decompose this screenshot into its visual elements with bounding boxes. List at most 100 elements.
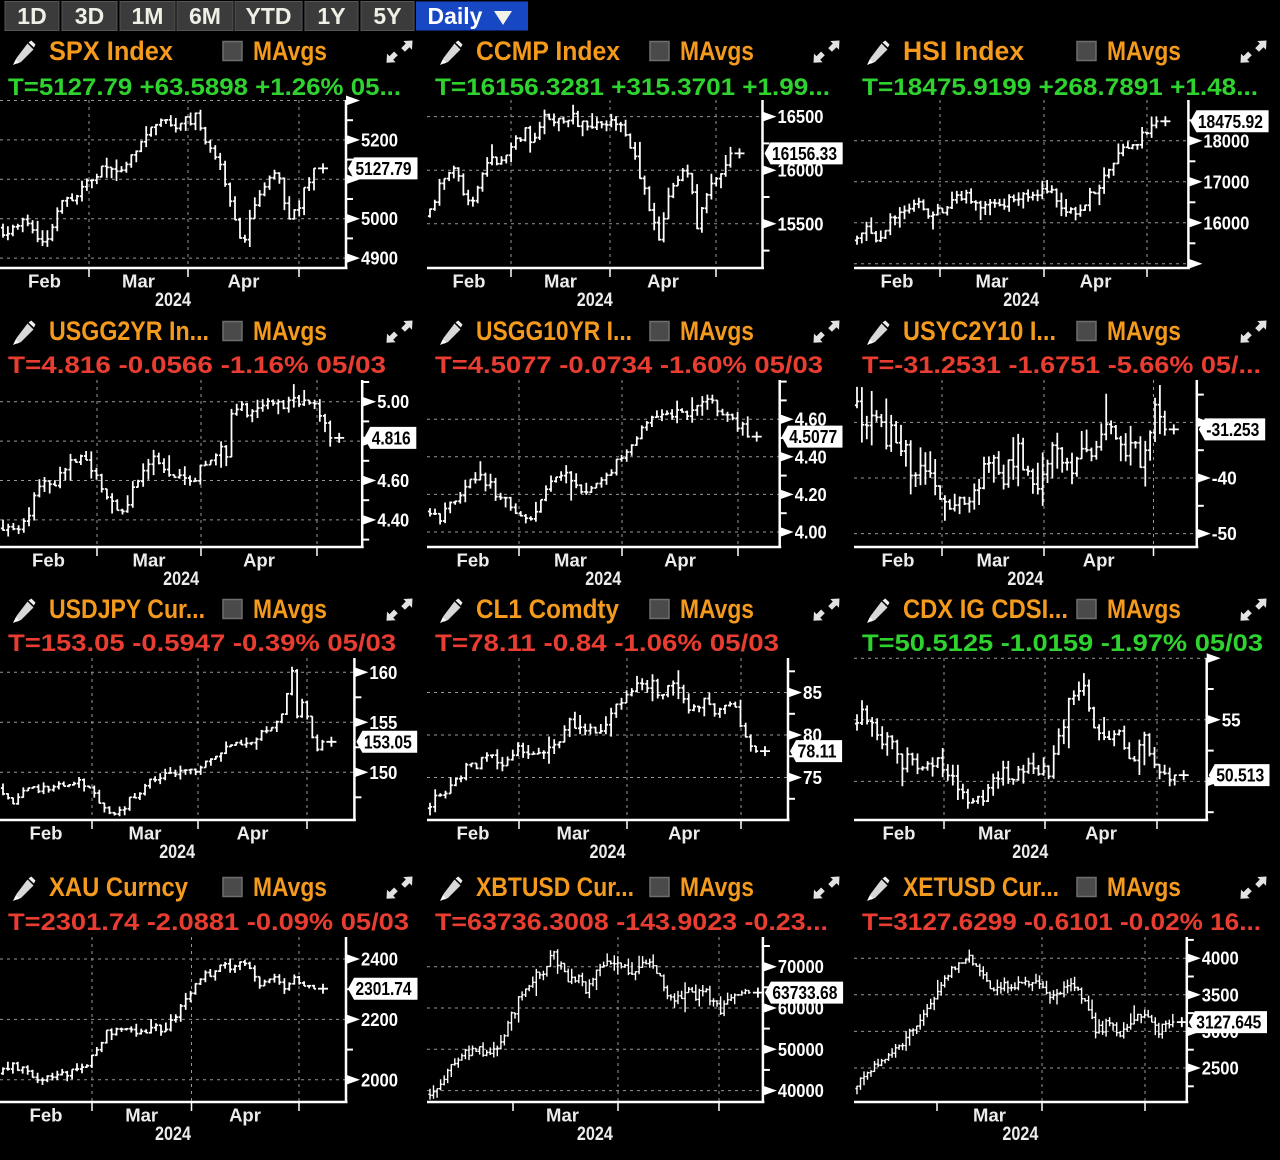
- svg-text:MAvgs: MAvgs: [1107, 594, 1181, 624]
- svg-text:Apr: Apr: [243, 550, 275, 571]
- svg-text:2024: 2024: [577, 1124, 613, 1145]
- svg-text:-50: -50: [1212, 524, 1237, 544]
- svg-text:5200: 5200: [361, 130, 398, 150]
- svg-text:2024: 2024: [1002, 1124, 1038, 1145]
- svg-text:MAvgs: MAvgs: [253, 36, 327, 66]
- svg-text:MAvgs: MAvgs: [680, 36, 754, 66]
- svg-text:15500: 15500: [778, 214, 824, 234]
- svg-text:Apr: Apr: [1085, 823, 1117, 844]
- svg-text:Mar: Mar: [557, 823, 590, 844]
- svg-text:3500: 3500: [1202, 985, 1239, 1005]
- svg-text:4.40: 4.40: [795, 447, 827, 467]
- svg-text:Apr: Apr: [668, 823, 700, 844]
- svg-text:2024: 2024: [577, 290, 613, 311]
- svg-text:Apr: Apr: [1080, 271, 1112, 292]
- svg-text:Mar: Mar: [977, 550, 1010, 571]
- svg-text:Mar: Mar: [129, 823, 162, 844]
- svg-text:18475.92: 18475.92: [1198, 112, 1263, 132]
- svg-text:40000: 40000: [778, 1081, 824, 1101]
- svg-text:Apr: Apr: [237, 823, 269, 844]
- svg-text:MAvgs: MAvgs: [253, 594, 327, 624]
- svg-text:4.5077: 4.5077: [789, 427, 837, 447]
- svg-text:Feb: Feb: [30, 823, 63, 844]
- svg-text:Feb: Feb: [30, 1105, 63, 1126]
- svg-text:Feb: Feb: [881, 271, 914, 292]
- svg-text:2301.74: 2301.74: [356, 979, 412, 999]
- svg-text:Feb: Feb: [457, 550, 490, 571]
- svg-text:XAU Curncy: XAU Curncy: [49, 872, 188, 902]
- svg-text:-40: -40: [1212, 469, 1237, 489]
- svg-text:HSI Index: HSI Index: [903, 36, 1024, 66]
- svg-text:XETUSD Cur...: XETUSD Cur...: [903, 872, 1059, 902]
- svg-text:78.11: 78.11: [798, 742, 837, 762]
- svg-text:2024: 2024: [1012, 842, 1048, 863]
- svg-text:Feb: Feb: [32, 550, 65, 571]
- svg-text:153.05: 153.05: [364, 732, 412, 752]
- svg-text:50000: 50000: [778, 1040, 824, 1060]
- svg-text:5.00: 5.00: [377, 392, 409, 412]
- svg-text:4.40: 4.40: [377, 510, 409, 530]
- svg-text:Feb: Feb: [457, 823, 490, 844]
- svg-text:85: 85: [803, 683, 822, 703]
- svg-text:MAvgs: MAvgs: [680, 316, 754, 346]
- svg-text:CCMP Index: CCMP Index: [476, 36, 620, 66]
- svg-text:T=16156.3281 +315.3701 +1.99..: T=16156.3281 +315.3701 +1.99...: [435, 74, 830, 101]
- svg-text:T=3127.6299 -0.6101 -0.02% 16.: T=3127.6299 -0.6101 -0.02% 16...: [862, 909, 1261, 936]
- svg-text:2000: 2000: [361, 1070, 398, 1090]
- svg-text:Apr: Apr: [1083, 550, 1115, 571]
- svg-text:150: 150: [369, 763, 397, 783]
- svg-text:Apr: Apr: [228, 271, 260, 292]
- svg-text:2024: 2024: [1007, 569, 1043, 590]
- svg-text:T=153.05 -0.5947 -0.39% 05/03: T=153.05 -0.5947 -0.39% 05/03: [8, 630, 396, 657]
- svg-text:T=78.11 -0.84 -1.06% 05/03: T=78.11 -0.84 -1.06% 05/03: [435, 630, 779, 657]
- svg-text:6M: 6M: [189, 3, 221, 29]
- svg-text:Feb: Feb: [882, 550, 915, 571]
- svg-text:Feb: Feb: [883, 823, 916, 844]
- svg-text:2024: 2024: [1003, 290, 1039, 311]
- svg-text:155: 155: [369, 713, 397, 733]
- svg-text:50.513: 50.513: [1216, 766, 1264, 786]
- svg-text:USYC2Y10 I...: USYC2Y10 I...: [903, 316, 1056, 346]
- svg-text:4.60: 4.60: [377, 471, 409, 491]
- svg-text:1M: 1M: [132, 3, 164, 29]
- svg-text:3D: 3D: [75, 3, 104, 29]
- svg-text:16500: 16500: [778, 107, 824, 127]
- svg-text:MAvgs: MAvgs: [680, 872, 754, 902]
- svg-text:Mar: Mar: [976, 271, 1009, 292]
- svg-text:T=63736.3008 -143.9023 -0.23..: T=63736.3008 -143.9023 -0.23...: [435, 909, 828, 936]
- svg-text:MAvgs: MAvgs: [1107, 872, 1181, 902]
- svg-text:MAvgs: MAvgs: [1107, 316, 1181, 346]
- svg-text:USGG10YR I...: USGG10YR I...: [476, 316, 632, 346]
- svg-text:USDJPY Cur...: USDJPY Cur...: [49, 594, 205, 624]
- svg-text:Apr: Apr: [664, 550, 696, 571]
- svg-text:16000: 16000: [778, 161, 824, 181]
- svg-text:Mar: Mar: [978, 823, 1011, 844]
- svg-text:17000: 17000: [1203, 172, 1249, 192]
- svg-text:YTD: YTD: [246, 3, 292, 29]
- svg-text:Mar: Mar: [973, 1105, 1006, 1126]
- svg-text:T=4.816 -0.0566 -1.16% 05/03: T=4.816 -0.0566 -1.16% 05/03: [8, 352, 386, 379]
- svg-text:5Y: 5Y: [373, 3, 401, 29]
- svg-text:2200: 2200: [361, 1010, 398, 1030]
- svg-text:1D: 1D: [17, 3, 46, 29]
- svg-text:5000: 5000: [361, 209, 398, 229]
- svg-text:16156.33: 16156.33: [772, 144, 837, 164]
- svg-text:16000: 16000: [1203, 213, 1249, 233]
- svg-text:MAvgs: MAvgs: [1107, 36, 1181, 66]
- svg-text:Mar: Mar: [554, 550, 587, 571]
- svg-text:2024: 2024: [155, 1124, 191, 1145]
- svg-text:Feb: Feb: [453, 271, 486, 292]
- svg-text:USGG2YR In...: USGG2YR In...: [49, 316, 209, 346]
- svg-text:1Y: 1Y: [317, 3, 345, 29]
- svg-text:MAvgs: MAvgs: [680, 594, 754, 624]
- svg-text:MAvgs: MAvgs: [253, 872, 327, 902]
- svg-text:160: 160: [369, 663, 397, 683]
- svg-text:XBTUSD Cur...: XBTUSD Cur...: [476, 872, 634, 902]
- svg-text:4000: 4000: [1202, 949, 1239, 969]
- svg-text:T=4.5077 -0.0734 -1.60% 05/03: T=4.5077 -0.0734 -1.60% 05/03: [435, 352, 823, 379]
- svg-text:Mar: Mar: [544, 271, 577, 292]
- svg-text:CL1 Comdty: CL1 Comdty: [476, 594, 619, 624]
- svg-text:Mar: Mar: [546, 1105, 579, 1126]
- svg-text:T=-31.2531 -1.6751 -5.66% 05/.: T=-31.2531 -1.6751 -5.66% 05/...: [862, 352, 1261, 379]
- svg-text:2024: 2024: [585, 569, 621, 590]
